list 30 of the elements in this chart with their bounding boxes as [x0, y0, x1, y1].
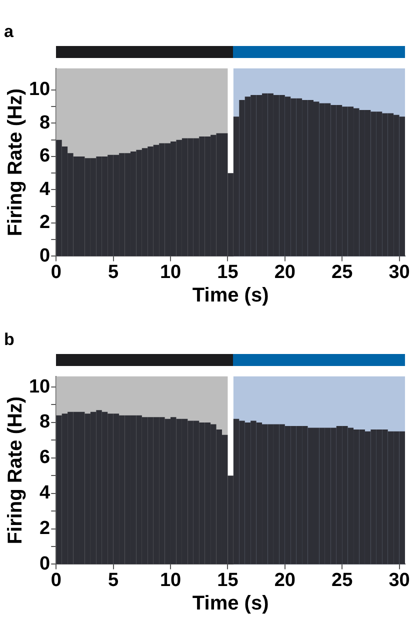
- y-tick-label: 2: [40, 212, 50, 234]
- y-tick-label: 8: [40, 112, 50, 134]
- y-tick-label: 6: [40, 447, 50, 468]
- y-tick-label: 8: [40, 412, 50, 433]
- y-axis-title: Firing Rate (Hz): [4, 396, 27, 544]
- x-tick-label: 15: [217, 570, 239, 591]
- x-tick-label: 30: [388, 570, 410, 591]
- x-tick-label: 25: [332, 262, 354, 283]
- y-axis-title: Firing Rate (Hz): [4, 88, 27, 236]
- y-tick-label: 10: [28, 79, 50, 100]
- y-tick-label: 2: [40, 518, 50, 539]
- x-tick-label: 20: [274, 262, 296, 283]
- y-tick-label: 6: [40, 146, 50, 167]
- chart-title: b: [4, 330, 14, 349]
- x-tick-label: 15: [217, 262, 239, 283]
- x-tick-label: 5: [108, 570, 120, 591]
- x-axis-title: Time (s): [192, 592, 269, 615]
- x-tick-label: 10: [160, 570, 182, 591]
- y-tick-label: 4: [40, 482, 51, 504]
- x-tick-label: 25: [332, 570, 354, 591]
- x-tick-label: 5: [108, 262, 120, 283]
- y-tick-label: 0: [40, 245, 50, 266]
- y-tick-label: 4: [40, 178, 51, 200]
- x-axis-title: Time (s): [192, 284, 269, 307]
- x-tick-label: 20: [274, 570, 296, 591]
- y-tick-label: 0: [40, 553, 50, 574]
- chart-title: a: [4, 22, 14, 41]
- y-tick-label: 10: [28, 376, 50, 398]
- x-tick-label: 30: [388, 262, 410, 283]
- x-tick-label: 10: [160, 262, 182, 283]
